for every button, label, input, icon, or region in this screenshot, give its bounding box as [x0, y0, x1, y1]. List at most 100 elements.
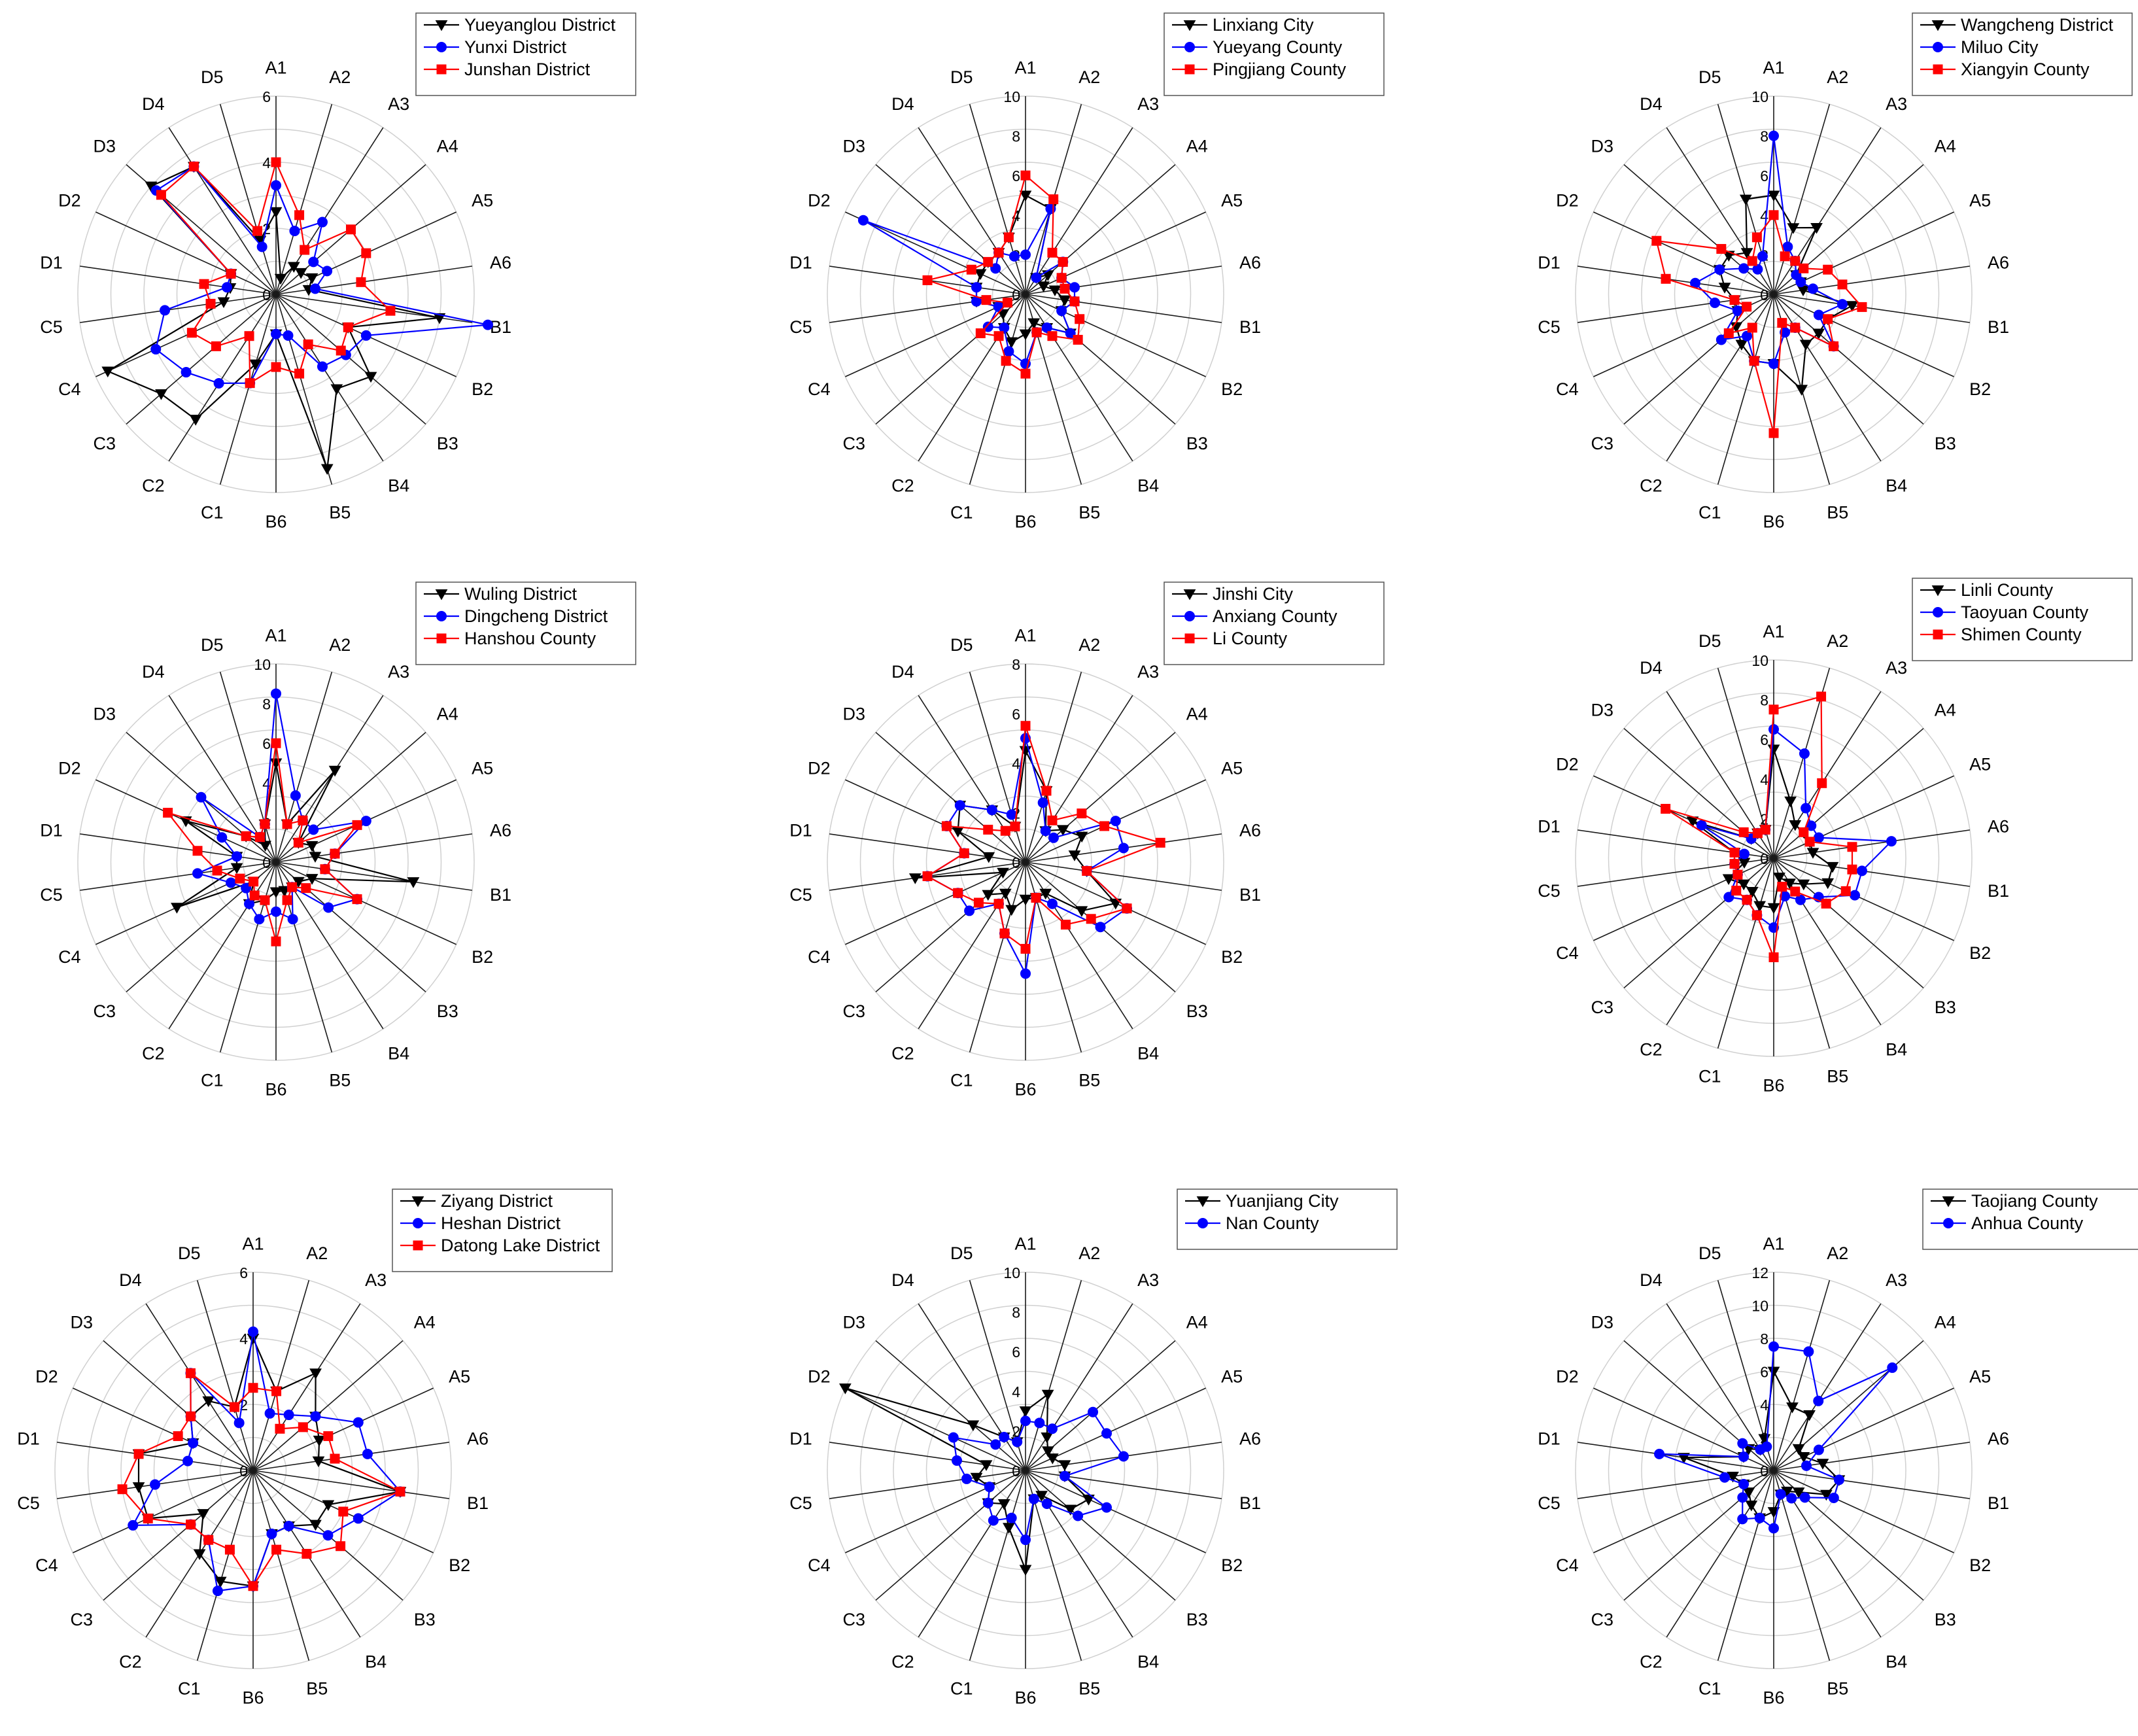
category-label: C4: [58, 379, 81, 399]
data-point: [249, 877, 259, 887]
data-point: [1056, 273, 1067, 283]
tick-label: 0: [262, 286, 271, 304]
category-label: D2: [808, 1367, 831, 1387]
data-point: [1037, 797, 1048, 808]
legend-marker: [1942, 1196, 1955, 1207]
spoke: [275, 861, 426, 993]
data-point: [1746, 886, 1759, 898]
tick-label: 8: [262, 696, 271, 713]
data-point: [1099, 821, 1110, 831]
data-point: [343, 322, 353, 332]
data-point: [1792, 1444, 1805, 1455]
data-point: [192, 868, 203, 879]
tick-label: 10: [1751, 88, 1768, 105]
data-point: [264, 1408, 275, 1419]
data-point: [1747, 322, 1757, 333]
data-point: [1837, 279, 1848, 290]
data-point: [303, 339, 313, 349]
tick-label: 6: [1012, 1344, 1020, 1361]
category-label: C4: [1556, 1555, 1579, 1575]
tick-label: 10: [1003, 1264, 1020, 1281]
category-label: D3: [842, 1312, 865, 1332]
legend-label: Pingjiang County: [1213, 60, 1347, 79]
data-point: [983, 824, 993, 835]
tick-label: 10: [1003, 88, 1020, 105]
data-point: [181, 367, 192, 378]
data-point: [970, 1472, 983, 1484]
spoke: [829, 1470, 1026, 1499]
spoke: [252, 1340, 404, 1471]
data-point: [254, 914, 265, 925]
category-label: D1: [40, 252, 63, 272]
data-point: [287, 262, 300, 273]
data-point: [1019, 329, 1032, 341]
data-point: [160, 305, 171, 316]
tick-label: 6: [1012, 167, 1020, 184]
data-point: [1767, 903, 1780, 914]
spoke: [969, 1470, 1026, 1661]
spoke: [79, 294, 277, 323]
data-point: [1768, 210, 1779, 220]
spoke: [1773, 294, 1971, 323]
data-point: [1723, 892, 1734, 903]
category-label: C5: [1538, 317, 1560, 337]
data-point: [156, 190, 166, 200]
legend-marker: [1933, 64, 1943, 75]
data-point: [309, 283, 320, 294]
data-point: [212, 1586, 223, 1597]
series-pingjiang-county: [922, 170, 1085, 379]
series-line: [155, 165, 489, 385]
data-point: [356, 277, 366, 287]
data-point: [1768, 130, 1779, 141]
category-label: A5: [449, 1367, 470, 1387]
legend-marker: [1933, 629, 1943, 640]
data-point: [300, 245, 310, 255]
data-point: [1019, 894, 1032, 906]
spoke: [875, 861, 1026, 993]
data-point: [1012, 1436, 1023, 1448]
data-point: [1799, 263, 1809, 273]
data-point: [1761, 1441, 1772, 1452]
data-point: [1009, 251, 1020, 262]
category-label: B4: [1137, 476, 1159, 496]
spoke: [829, 1442, 1026, 1471]
data-point: [982, 321, 993, 332]
data-point: [1826, 861, 1839, 873]
category-label: C3: [842, 1001, 865, 1021]
spoke: [1623, 294, 1774, 425]
radar-chart-9: A1 A2 A3 A4 A5 A6 B1 B2 B3 B4 B5 B6 C1 C2 C3 C4 C5 D1 D2 D3…: [1538, 1189, 2138, 1708]
category-label: D5: [201, 635, 224, 655]
tick-label: 4: [1760, 1397, 1768, 1414]
legend-marker: [1184, 64, 1195, 75]
category-label: D2: [35, 1367, 58, 1387]
spoke: [275, 294, 384, 462]
legend-label: Shimen County: [1961, 625, 2082, 644]
spoke: [918, 127, 1026, 295]
category-label: A5: [1969, 191, 1991, 211]
data-point: [395, 1486, 405, 1497]
category-label: D1: [1538, 816, 1560, 836]
data-point: [1757, 251, 1768, 262]
category-label: D3: [842, 136, 865, 156]
spoke: [969, 104, 1026, 295]
category-label: D2: [1556, 755, 1579, 774]
spoke: [1577, 266, 1774, 295]
data-point: [362, 1448, 373, 1459]
category-label: D3: [1591, 700, 1613, 720]
spoke: [1577, 1470, 1774, 1499]
tick-label: 0: [262, 854, 271, 871]
legend-box: [1912, 12, 2133, 96]
data-point: [999, 1432, 1010, 1443]
spoke: [79, 266, 277, 295]
category-label: C5: [40, 885, 63, 905]
category-label: B6: [265, 1080, 286, 1100]
data-point: [941, 821, 952, 831]
data-point: [993, 331, 1004, 341]
spoke: [95, 861, 277, 945]
data-point: [1789, 820, 1802, 831]
category-label: D4: [1640, 658, 1663, 678]
category-label: A5: [1221, 759, 1243, 778]
data-point: [271, 157, 281, 167]
